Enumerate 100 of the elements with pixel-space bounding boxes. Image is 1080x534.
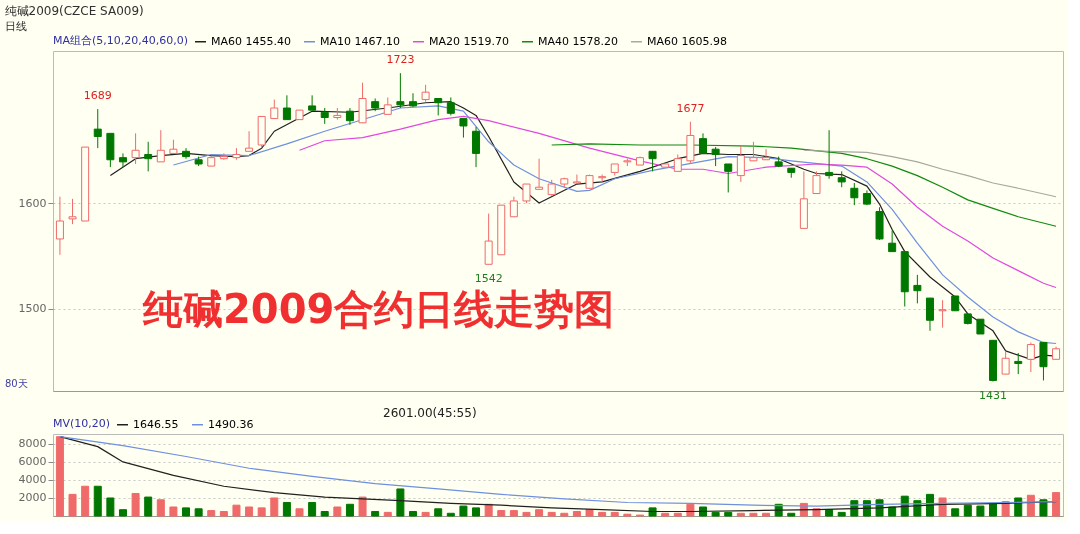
bar (661, 512, 670, 517)
bar (156, 499, 165, 517)
bar (446, 512, 455, 517)
candlestick (484, 213, 493, 265)
candlestick (850, 182, 859, 206)
y-tick-label: 6000 (18, 455, 47, 469)
bar (989, 502, 998, 517)
candlestick (308, 94, 317, 111)
bar (68, 493, 77, 517)
bar (610, 511, 619, 517)
bar (1052, 492, 1061, 517)
candlestick (156, 129, 165, 163)
bar (320, 510, 329, 517)
candlestick (219, 152, 228, 161)
candlestick (245, 130, 254, 152)
candlestick (472, 126, 481, 168)
bar (711, 511, 720, 517)
candlestick (888, 230, 897, 253)
candlestick (724, 163, 733, 193)
candlestick (762, 148, 771, 161)
candlestick (1026, 341, 1035, 373)
candlestick (408, 92, 417, 108)
bar (1014, 497, 1023, 517)
bar (282, 501, 291, 517)
candlestick (938, 299, 947, 329)
bar (308, 501, 317, 517)
bar (585, 509, 594, 517)
candlestick (749, 141, 758, 162)
annotation: 1542 (474, 272, 503, 286)
candlestick (812, 170, 821, 195)
bar (497, 510, 506, 517)
line-series (803, 149, 1057, 198)
legend-label: 1646.55 (133, 417, 179, 431)
candlestick (459, 118, 468, 139)
bar (169, 506, 178, 517)
bar (787, 512, 796, 517)
chart-title: 纯碱2009(CZCE SA009) (4, 3, 144, 18)
bar (219, 510, 228, 517)
annotation: 1677 (676, 101, 705, 115)
candlestick (68, 198, 77, 225)
candlestick (1001, 350, 1010, 375)
bar (535, 509, 544, 517)
y-tick-label: 4000 (18, 473, 47, 487)
bar (81, 485, 90, 517)
y-tick-label: 1600 (18, 196, 47, 210)
candlestick (736, 145, 745, 183)
candlestick (131, 132, 140, 165)
candlestick (699, 132, 708, 154)
annotation: 纯碱2009合约日线走势图 (142, 286, 615, 333)
bar (371, 510, 380, 517)
line-series (298, 115, 1057, 289)
bar (598, 511, 607, 517)
candlestick (711, 146, 720, 167)
bar (383, 511, 392, 517)
bar (673, 512, 682, 517)
y-tick-label: 2000 (18, 491, 47, 505)
candlestick (825, 129, 834, 180)
text: 2601.00(45:55) (383, 406, 477, 420)
legend-label: MA60 1605.98 (647, 34, 727, 48)
legend-label: MA20 1519.70 (429, 34, 509, 48)
candlestick (913, 274, 922, 304)
bar (837, 511, 846, 517)
legend-label: 1490.36 (208, 417, 254, 431)
legend-title: MA组合(5,10,20,40,60,0) (53, 34, 189, 47)
bar (295, 508, 304, 517)
candlestick (648, 150, 657, 172)
candlestick (598, 174, 607, 183)
bar (951, 508, 960, 517)
bar (55, 436, 64, 517)
candlestick (93, 108, 102, 149)
candlestick (396, 72, 405, 109)
candlestick (1014, 352, 1023, 375)
bar (572, 510, 581, 517)
bar (131, 492, 140, 517)
annotation: 1689 (83, 89, 112, 103)
bar (358, 496, 367, 517)
line-series (551, 143, 1057, 227)
text: 80天 (5, 378, 28, 389)
candlestick (925, 297, 934, 332)
bar (976, 505, 985, 517)
bar (182, 507, 191, 517)
candlestick (522, 183, 531, 204)
candlestick (282, 94, 291, 121)
bar (472, 507, 481, 517)
bar (724, 511, 733, 517)
bar (963, 504, 972, 517)
bar (408, 510, 417, 517)
bar (207, 510, 216, 517)
bar (547, 511, 556, 517)
legend-label: MA10 1467.10 (320, 34, 400, 48)
candlestick (55, 196, 64, 256)
bar (118, 509, 127, 517)
bar (736, 512, 745, 517)
bar (144, 496, 153, 517)
bar (459, 505, 468, 517)
bar (232, 504, 241, 517)
bar (825, 509, 834, 517)
candlestick (270, 99, 279, 120)
y-tick-label: 1500 (18, 302, 47, 316)
legend-title: MV(10,20) (53, 417, 111, 430)
